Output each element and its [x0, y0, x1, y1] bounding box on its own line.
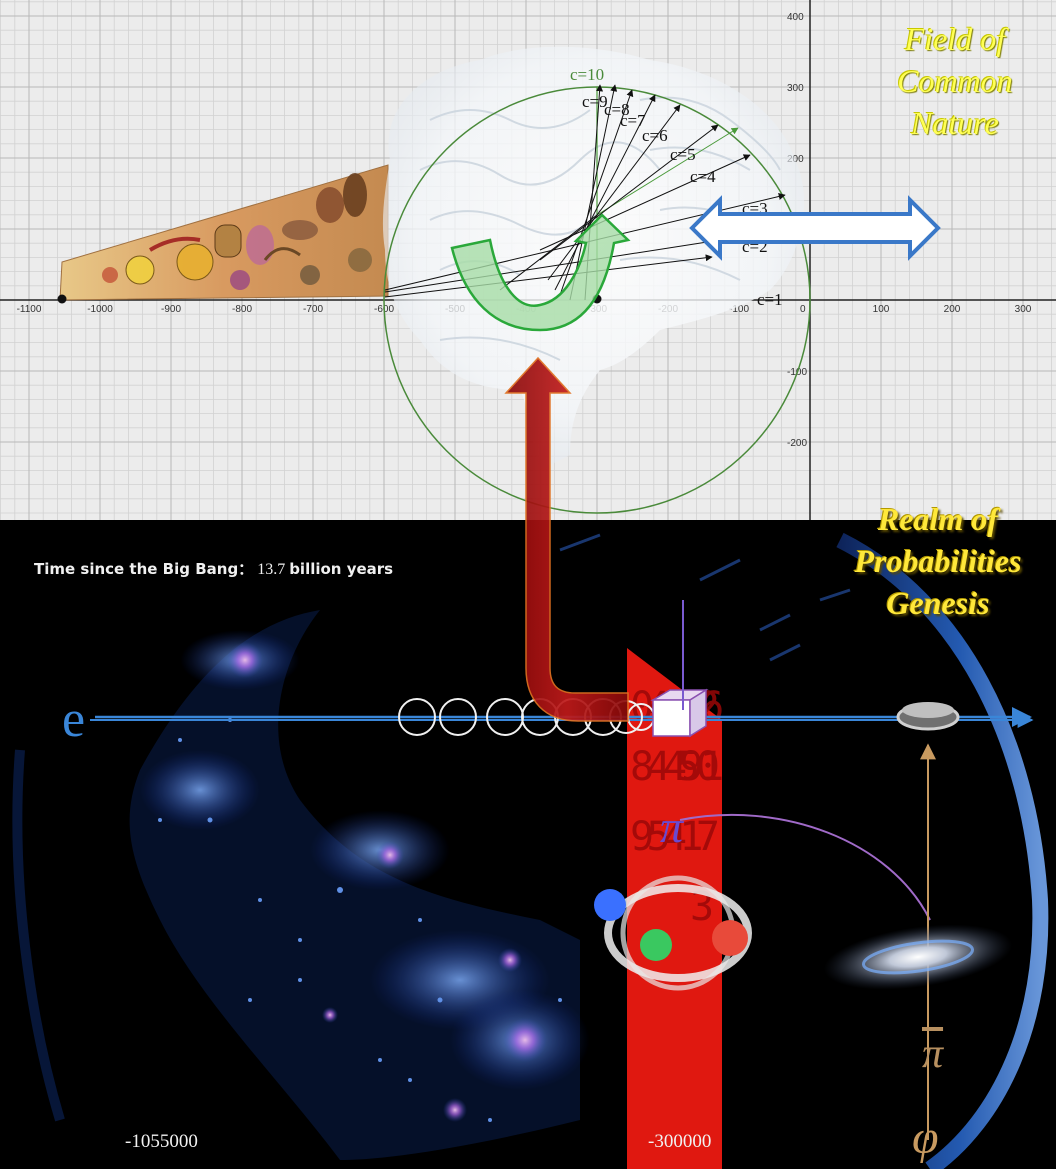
atom-icon: [594, 875, 752, 991]
blue-double-arrow: [689, 195, 941, 261]
c-label: c=7: [620, 111, 646, 130]
c-label: c=10: [570, 65, 604, 84]
x-tick-label: -1100: [17, 304, 42, 315]
c-labels: c=1 c=2 c=3 c=4 c=5 c=6 c=7 c=8 c=9 c=10: [570, 65, 783, 309]
graph-panel: -1100-1000-900-800-700-600-500-400-300-2…: [0, 0, 1056, 520]
c-label: c=6: [642, 126, 668, 145]
c-label: c=8: [604, 100, 630, 119]
field-of-common-nature-title: Field of Common Nature: [860, 18, 1050, 144]
x-tick-label: -1000: [87, 304, 113, 315]
digit-row: 51: [676, 744, 724, 790]
x-tick-label: 300: [1015, 304, 1032, 315]
right-value-label: -300000: [648, 1131, 712, 1152]
e-symbol: e: [62, 691, 86, 748]
big-bang-label: Time since the Big Bang：: [34, 560, 254, 578]
title-line: Common: [897, 63, 1013, 99]
y-tick-label: 200: [787, 154, 804, 165]
phi-symbol: φ: [912, 1111, 939, 1164]
x-tick-label: 0: [800, 304, 806, 315]
cosmic-web: [129, 610, 590, 1160]
x-tick-label: 100: [873, 304, 890, 315]
x-tick-label: 200: [944, 304, 961, 315]
cosmic-scene: 04172 96 84490 51 95417 3: [12, 532, 1049, 1169]
c-label: c=4: [690, 167, 716, 186]
x-tick-label: -900: [161, 304, 181, 315]
x-tick-label: -800: [232, 304, 252, 315]
cosmic-panel: 04172 96 84490 51 95417 3: [0, 520, 1056, 1169]
green-u-arrow: [450, 213, 631, 332]
big-bang-unit: billion years: [289, 560, 394, 578]
c-label: c=9: [582, 92, 608, 111]
green-radius: [596, 127, 739, 216]
realm-of-probabilities-title: Realm of Probabilities Genesis: [820, 498, 1056, 624]
left-value-label: -1055000: [125, 1131, 198, 1152]
title-line: Genesis: [886, 585, 990, 621]
big-bang-value: 13.7: [257, 561, 286, 578]
pi-bar-symbol: π: [922, 1031, 944, 1077]
title-line: Probabilities: [854, 543, 1022, 579]
digit-row: 84490: [630, 744, 720, 790]
evolution-wedge: [57, 164, 389, 304]
x-tick-label: -100: [729, 304, 749, 315]
title-line: Realm of: [878, 501, 998, 537]
galaxy-icon: [823, 924, 1013, 990]
title-line: Nature: [911, 105, 999, 141]
y-tick-label: 300: [787, 83, 804, 94]
y-tick-label: 400: [787, 12, 804, 23]
c-label: c=5: [670, 145, 696, 164]
big-bang-readout: Time since the Big Bang： 13.7 billion year…: [34, 558, 393, 579]
x-tick-label: -700: [303, 304, 323, 315]
pi-symbol: π: [660, 801, 684, 852]
c-label: c=1: [757, 290, 783, 309]
digit-panel: 04172 96 84490 51 95417 3: [627, 648, 724, 1169]
digit-row: 95417: [630, 814, 720, 860]
coordinate-graph: -1100-1000-900-800-700-600-500-400-300-2…: [0, 0, 1056, 520]
y-tick-label: -200: [787, 438, 807, 449]
digit-row: 96: [676, 684, 724, 730]
title-line: Field of: [904, 21, 1006, 57]
origin-point-left: [57, 294, 67, 304]
